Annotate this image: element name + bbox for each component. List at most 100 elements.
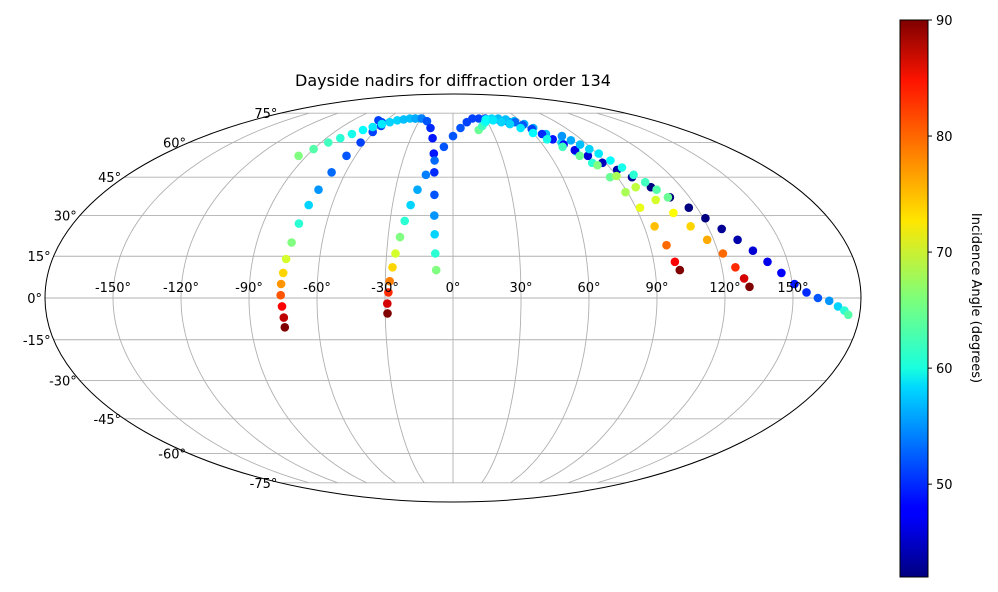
nadir-point — [428, 133, 437, 143]
latitude-tick-label: -30° — [49, 374, 77, 389]
longitude-tick-label: 150° — [777, 281, 808, 296]
nadir-point — [430, 190, 439, 200]
longitude-tick-label: -150° — [95, 281, 131, 296]
nadir-point — [400, 216, 410, 226]
nadir-point — [429, 149, 439, 158]
nadir-point — [594, 149, 603, 158]
latitude-tick-label: 75° — [254, 107, 277, 122]
nadir-point — [426, 123, 435, 133]
nadir-point — [670, 257, 680, 267]
colorbar-tick-label: 60 — [936, 362, 953, 377]
nadir-point — [733, 235, 742, 245]
nadir-point — [650, 222, 659, 231]
nadir-point — [280, 323, 290, 332]
longitude-tick-label: -30° — [371, 281, 399, 296]
nadir-point — [385, 117, 395, 127]
latitude-tick-label: 45° — [98, 171, 121, 186]
nadir-point — [358, 125, 368, 135]
latitude-tick-label: -45° — [93, 413, 121, 428]
nadir-point — [431, 249, 440, 258]
nadir-point — [593, 160, 602, 170]
nadir-point — [745, 282, 754, 292]
nadir-point — [718, 249, 728, 258]
nadir-point — [748, 246, 758, 255]
colorbar-gradient — [899, 19, 929, 578]
nadir-point — [430, 230, 440, 239]
nadir-point — [844, 310, 853, 320]
nadir-point — [621, 187, 630, 197]
latitude-tick-label: 0° — [27, 292, 42, 307]
data-points — [276, 114, 853, 332]
nadir-point — [606, 156, 615, 165]
nadir-point — [430, 211, 439, 220]
latitude-tick-label: 15° — [28, 250, 51, 265]
nadir-point — [393, 116, 402, 125]
nadir-point — [456, 123, 465, 133]
nadir-point — [430, 168, 439, 177]
nadir-point — [388, 263, 397, 272]
nadir-point — [474, 114, 484, 123]
longitude-tick-label: 60° — [577, 281, 600, 296]
nadir-point — [651, 195, 660, 205]
nadir-point — [356, 138, 365, 147]
nadir-point — [605, 172, 615, 182]
nadir-point — [336, 133, 345, 143]
nadir-point — [314, 185, 323, 194]
latitude-tick-labels: -75° -60° -45° -30° -15° 0° 15° 30° 45° 60° 75° — [23, 107, 278, 492]
nadir-point — [662, 240, 671, 250]
nadir-point — [777, 268, 786, 278]
nadir-point — [431, 265, 441, 275]
latitude-tick-label: -75° — [250, 477, 278, 492]
nadir-point — [281, 254, 291, 264]
nadir-point — [368, 122, 378, 132]
nadir-point — [686, 222, 695, 231]
nadir-point — [635, 203, 645, 212]
nadir-point — [652, 185, 661, 194]
nadir-point — [430, 156, 439, 165]
colorbar-ticks: 50 60 70 80 90 — [928, 14, 953, 493]
colorbar-label: Incidence Angle (degrees) — [968, 213, 983, 383]
colorbar-tick-label: 50 — [936, 478, 953, 493]
nadir-point — [304, 200, 314, 210]
nadir-point — [384, 288, 393, 297]
nadir-point — [813, 293, 823, 303]
longitude-tick-label: 0° — [446, 281, 461, 296]
latitude-tick-label: -60° — [158, 448, 186, 463]
nadir-point — [528, 128, 538, 138]
nadir-point — [631, 182, 640, 192]
nadir-point — [739, 274, 749, 283]
nadir-point — [617, 163, 627, 172]
nadir-point — [763, 257, 772, 267]
nadir-point — [701, 213, 710, 223]
nadir-point — [575, 151, 585, 161]
nadir-point — [276, 290, 286, 300]
nadir-point — [309, 144, 318, 154]
nadir-point — [731, 263, 740, 272]
nadir-point — [583, 151, 593, 161]
longitude-tick-label: 120° — [709, 281, 740, 296]
latitude-tick-label: -15° — [23, 334, 51, 349]
longitude-tick-label: 30° — [509, 281, 532, 296]
nadir-point — [294, 151, 303, 161]
longitude-tick-labels: -150° -120° -90° -60° -30° 0° 30° 60° 90° 120° 150… — [95, 281, 809, 296]
nadir-point — [702, 235, 712, 245]
nadir-point — [278, 268, 288, 278]
colorbar-tick-label: 80 — [936, 130, 953, 145]
nadir-point — [347, 129, 357, 139]
nadir-point — [413, 185, 422, 194]
nadir-point — [327, 168, 336, 177]
nadir-point — [277, 302, 287, 311]
nadir-point — [448, 131, 458, 141]
nadir-point — [557, 131, 567, 141]
nadir-point — [833, 302, 843, 311]
nadir-point — [612, 171, 621, 181]
colorbar-tick-label: 70 — [936, 246, 953, 261]
nadir-point — [663, 193, 673, 202]
longitude-tick-label: -90° — [235, 281, 263, 296]
nadir-point — [276, 279, 286, 289]
nadir-point — [575, 140, 585, 149]
nadir-point — [542, 135, 552, 144]
nadir-point — [406, 200, 415, 210]
nadir-point — [488, 116, 498, 125]
